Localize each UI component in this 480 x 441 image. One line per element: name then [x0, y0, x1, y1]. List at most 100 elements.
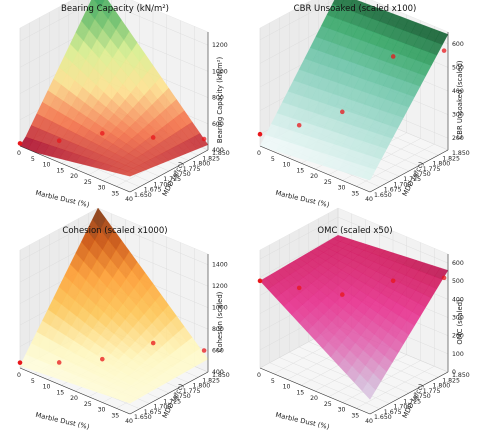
z-tick-label: 100: [452, 351, 464, 358]
data-point: [441, 48, 447, 53]
axes: 0 5 10 15 20 25 30 35 401.6501.6751.7001.7251.75…: [257, 254, 470, 425]
y-tick-label: 1.800: [193, 383, 211, 390]
y-tick-label: 1.675: [384, 187, 402, 194]
z-tick-label: 600: [452, 41, 464, 48]
y-tick-label: 1.750: [173, 393, 191, 400]
data-point: [150, 135, 156, 140]
z-axis-label: Cohesion (scaled): [216, 291, 224, 352]
surface: [259, 0, 449, 181]
data-points: [17, 131, 207, 146]
y-tick-label: 1.675: [144, 187, 162, 194]
axes: 0 5 10 15 20 25 30 35 401.6501.6751.7001.7251.75…: [257, 32, 470, 203]
data-point: [201, 348, 207, 353]
x-tick-label: 15: [56, 167, 64, 174]
data-point: [17, 141, 23, 146]
x-tick-label: 0: [17, 150, 21, 157]
y-tick-label: 1.675: [384, 409, 402, 416]
y-tick-label: 1.700: [154, 182, 172, 189]
x-tick-label: 25: [84, 401, 92, 408]
data-point: [100, 356, 105, 362]
x-tick-label: 20: [70, 173, 78, 180]
data-point: [257, 131, 263, 137]
data-point: [150, 340, 156, 346]
y-tick-label: 1.725: [163, 176, 181, 183]
x-tick-label: 35: [351, 190, 359, 197]
chart-panel-cbr-unsoaked: 0 5 10 15 20 25 30 35 401.6501.6751.7001.7251.75…: [257, 0, 470, 209]
y-tick-label: 1.700: [154, 404, 172, 411]
y-tick-label: 1.700: [394, 404, 412, 411]
x-tick-label: 30: [98, 185, 106, 192]
x-tick-label: 30: [98, 407, 106, 414]
z-tick-label: 300: [452, 112, 464, 119]
data-points: [257, 275, 447, 297]
x-tick-label: 40: [125, 196, 133, 203]
y-tick-label: 1.750: [413, 171, 431, 178]
x-tick-label: 40: [365, 418, 373, 425]
data-points: [257, 48, 447, 137]
y-tick-label: 1.700: [394, 182, 412, 189]
chart-title: Cohesion (scaled x1000): [62, 226, 167, 236]
data-point: [257, 278, 263, 284]
z-tick-label: 800: [212, 326, 224, 333]
x-tick-label: 40: [365, 196, 373, 203]
z-tick-label: 1000: [212, 305, 228, 312]
x-axis-line: [259, 145, 371, 193]
surface-cell: [121, 396, 136, 404]
y-tick-label: 1.725: [403, 176, 421, 183]
x-tick-label: 5: [31, 378, 35, 385]
x-tick-label: 0: [257, 150, 261, 157]
data-point: [441, 275, 447, 281]
z-tick-label: 400: [452, 88, 464, 95]
y-tick-label: 1.650: [134, 192, 152, 199]
x-tick-label: 5: [271, 156, 275, 163]
chart-title: CBR Unsoaked (scaled x100): [294, 4, 417, 14]
y-tick-label: 1.850: [212, 150, 230, 157]
z-tick-label: 600: [212, 121, 224, 128]
y-tick-label: 1.650: [134, 414, 152, 421]
y-tick-label: 1.750: [173, 171, 191, 178]
surface: [19, 0, 209, 177]
x-tick-label: 15: [296, 167, 304, 174]
data-point: [201, 136, 207, 142]
axes: 0 5 10 15 20 25 30 35 401.6501.6751.7001.7251.75…: [17, 254, 230, 425]
surface-cell: [361, 167, 376, 181]
y-tick-label: 1.725: [163, 398, 181, 405]
data-point: [100, 131, 105, 136]
y-axis-line: [369, 149, 449, 193]
y-tick-label: 1.850: [452, 372, 470, 379]
z-tick-label: 0: [452, 369, 456, 376]
chart-title: Bearing Capacity (kN/m²): [61, 4, 169, 14]
y-tick-label: 1.775: [423, 166, 441, 173]
grid-line: [19, 0, 209, 46]
data-point: [296, 285, 302, 291]
chart-panel-cohesion: 0 5 10 15 20 25 30 35 401.6501.6751.7001.7251.75…: [17, 207, 230, 431]
x-tick-label: 25: [324, 179, 332, 186]
z-tick-label: 400: [212, 147, 224, 154]
x-axis-line: [19, 367, 131, 415]
x-tick-label: 10: [43, 384, 51, 391]
surface-cell: [121, 171, 136, 177]
x-tick-label: 30: [338, 407, 346, 414]
surface: [259, 235, 449, 400]
x-tick-label: 20: [310, 395, 318, 402]
y-tick-label: 1.775: [423, 388, 441, 395]
data-points: [17, 340, 207, 365]
x-tick-label: 35: [111, 190, 119, 197]
y-tick-label: 1.675: [144, 409, 162, 416]
z-tick-label: 200: [452, 135, 464, 142]
y-tick-label: 1.825: [442, 377, 460, 384]
x-tick-label: 20: [310, 173, 318, 180]
z-axis-label: OMC (scaled): [456, 299, 464, 345]
chart-title: OMC (scaled x50): [317, 226, 392, 236]
data-point: [56, 138, 62, 144]
y-axis-line: [129, 149, 209, 193]
z-tick-label: 1200: [212, 283, 228, 290]
y-tick-label: 1.825: [442, 155, 460, 162]
data-point: [340, 109, 345, 115]
x-tick-label: 30: [338, 185, 346, 192]
x-tick-label: 10: [43, 162, 51, 169]
x-tick-label: 35: [351, 412, 359, 419]
x-axis-line: [259, 367, 371, 415]
x-axis-line: [19, 145, 131, 193]
x-tick-label: 35: [111, 412, 119, 419]
